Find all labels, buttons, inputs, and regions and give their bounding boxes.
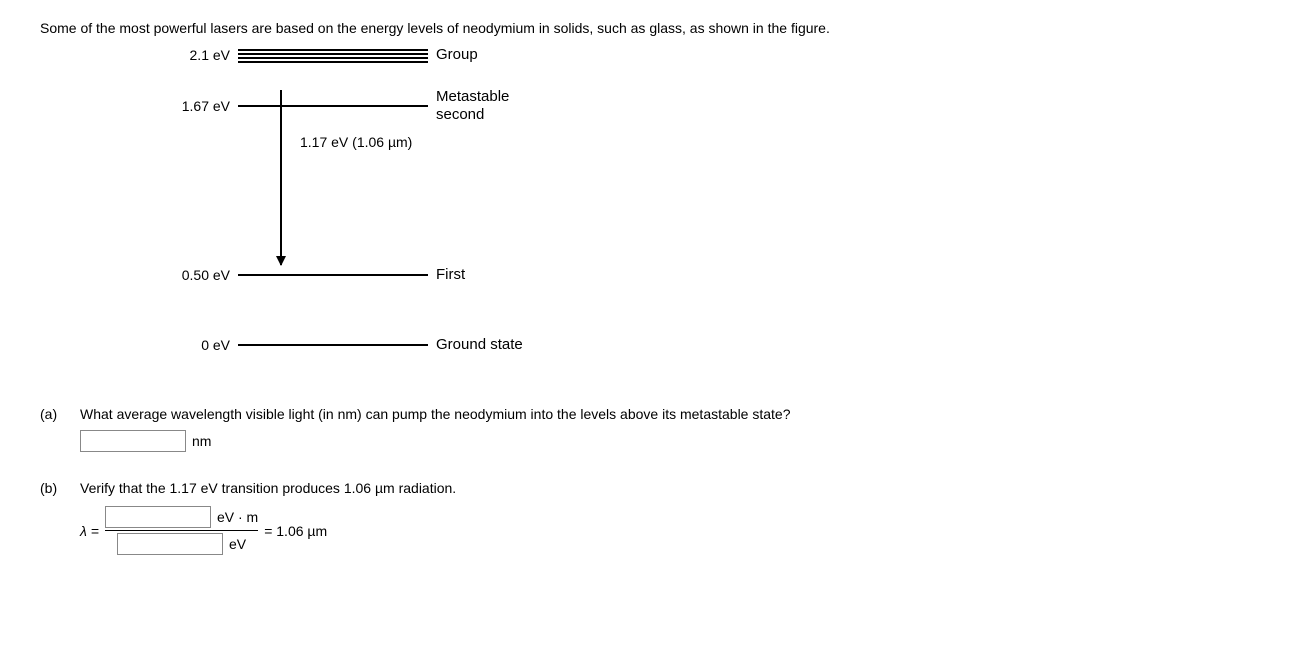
level-ground: 0 eV Ground state xyxy=(160,336,523,354)
level-group-label: Group xyxy=(428,46,478,64)
level-first: 0.50 eV First xyxy=(160,266,465,284)
denominator-input[interactable] xyxy=(117,533,223,555)
question-b: (b) Verify that the 1.17 eV transition p… xyxy=(40,480,1250,496)
level-group-energy: 2.1 eV xyxy=(160,47,238,63)
question-a-letter: (a) xyxy=(40,406,80,422)
answer-a-row: nm xyxy=(80,430,1250,452)
problem-statement: Some of the most powerful lasers are bas… xyxy=(40,20,1250,36)
denominator-unit: eV xyxy=(229,536,246,552)
level-meta-energy: 1.67 eV xyxy=(160,98,238,114)
result-text: = 1.06 µm xyxy=(264,523,327,539)
level-first-line xyxy=(238,274,428,276)
transition-label: 1.17 eV (1.06 µm) xyxy=(300,134,412,150)
question-a: (a) What average wavelength visible ligh… xyxy=(40,406,1250,422)
level-ground-energy: 0 eV xyxy=(160,337,238,353)
level-ground-line xyxy=(238,344,428,346)
question-b-letter: (b) xyxy=(40,480,80,496)
numerator-input[interactable] xyxy=(105,506,211,528)
level-group-lines xyxy=(238,49,428,61)
question-a-text: What average wavelength visible light (i… xyxy=(80,406,791,422)
level-ground-label: Ground state xyxy=(428,336,523,354)
fraction: eV · m eV xyxy=(105,504,258,557)
level-group: 2.1 eV Group xyxy=(160,46,478,64)
question-b-text: Verify that the 1.17 eV transition produ… xyxy=(80,480,456,496)
answer-a-unit: nm xyxy=(192,433,211,449)
lambda-symbol: λ = xyxy=(80,523,99,539)
level-first-label: First xyxy=(428,266,465,284)
answer-b-row: λ = eV · m eV = 1.06 µm xyxy=(80,504,1250,557)
level-first-energy: 0.50 eV xyxy=(160,267,238,283)
level-metastable: 1.67 eV Metastable second xyxy=(160,88,509,124)
level-meta-label: Metastable second xyxy=(428,88,509,124)
numerator-unit: eV · m xyxy=(217,509,258,525)
level-meta-line xyxy=(238,105,428,107)
transition-arrow xyxy=(280,90,282,265)
answer-a-input[interactable] xyxy=(80,430,186,452)
energy-level-diagram: 2.1 eV Group 1.67 eV Metastable second 0… xyxy=(160,46,660,386)
